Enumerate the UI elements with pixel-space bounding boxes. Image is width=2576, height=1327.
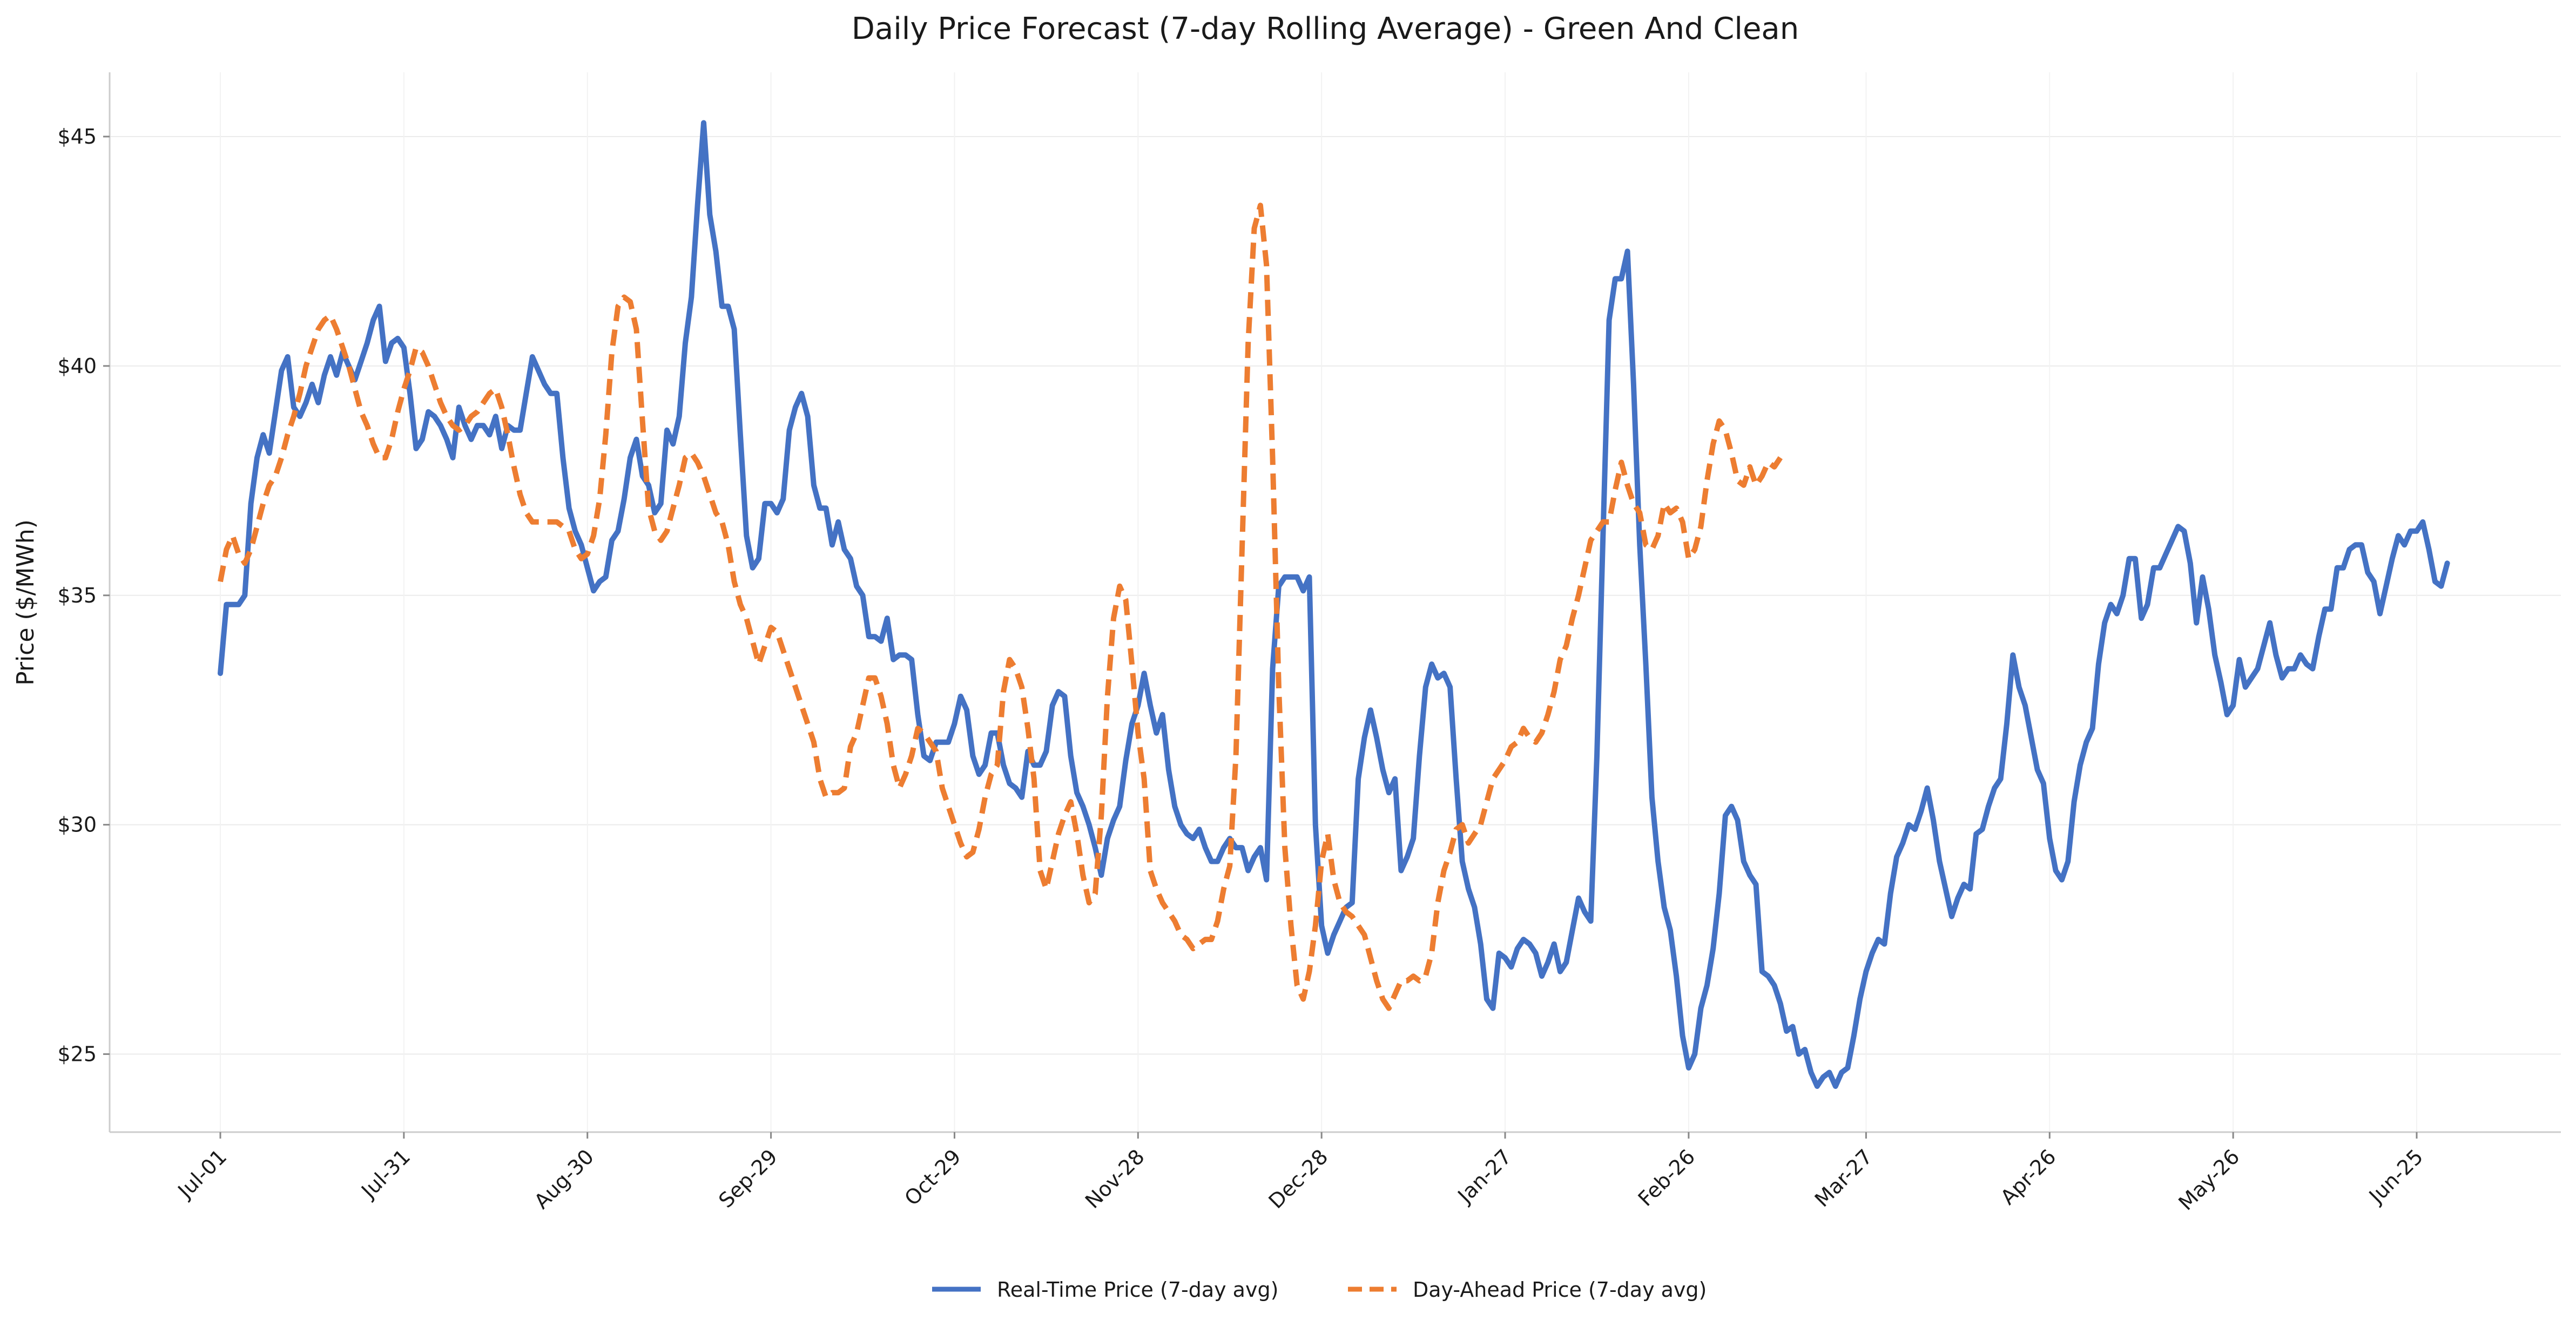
y-axis-ticks: $25 $30 $35 $40 $45: [57, 125, 110, 1066]
y-axis-label: Price ($/MWh): [12, 519, 39, 686]
legend-label-day-ahead: Day-Ahead Price (7-day avg): [1413, 1278, 1707, 1302]
y-tick-label: $25: [57, 1042, 97, 1066]
chart-title: Daily Price Forecast (7-day Rolling Aver…: [852, 11, 1799, 46]
y-tick-label: $30: [57, 813, 97, 837]
legend-label-real-time: Real-Time Price (7-day avg): [997, 1278, 1278, 1302]
legend: Real-Time Price (7-day avg) Day-Ahead Pr…: [932, 1278, 1707, 1302]
series-line-day-ahead: [218, 202, 1783, 1011]
grid-lines: [110, 72, 2561, 1132]
y-tick-label: $45: [57, 125, 97, 148]
y-tick-label: $40: [57, 354, 97, 378]
y-tick-label: $35: [57, 584, 97, 607]
series-lines: [218, 120, 2450, 1089]
series-line-real-time: [218, 120, 2450, 1089]
